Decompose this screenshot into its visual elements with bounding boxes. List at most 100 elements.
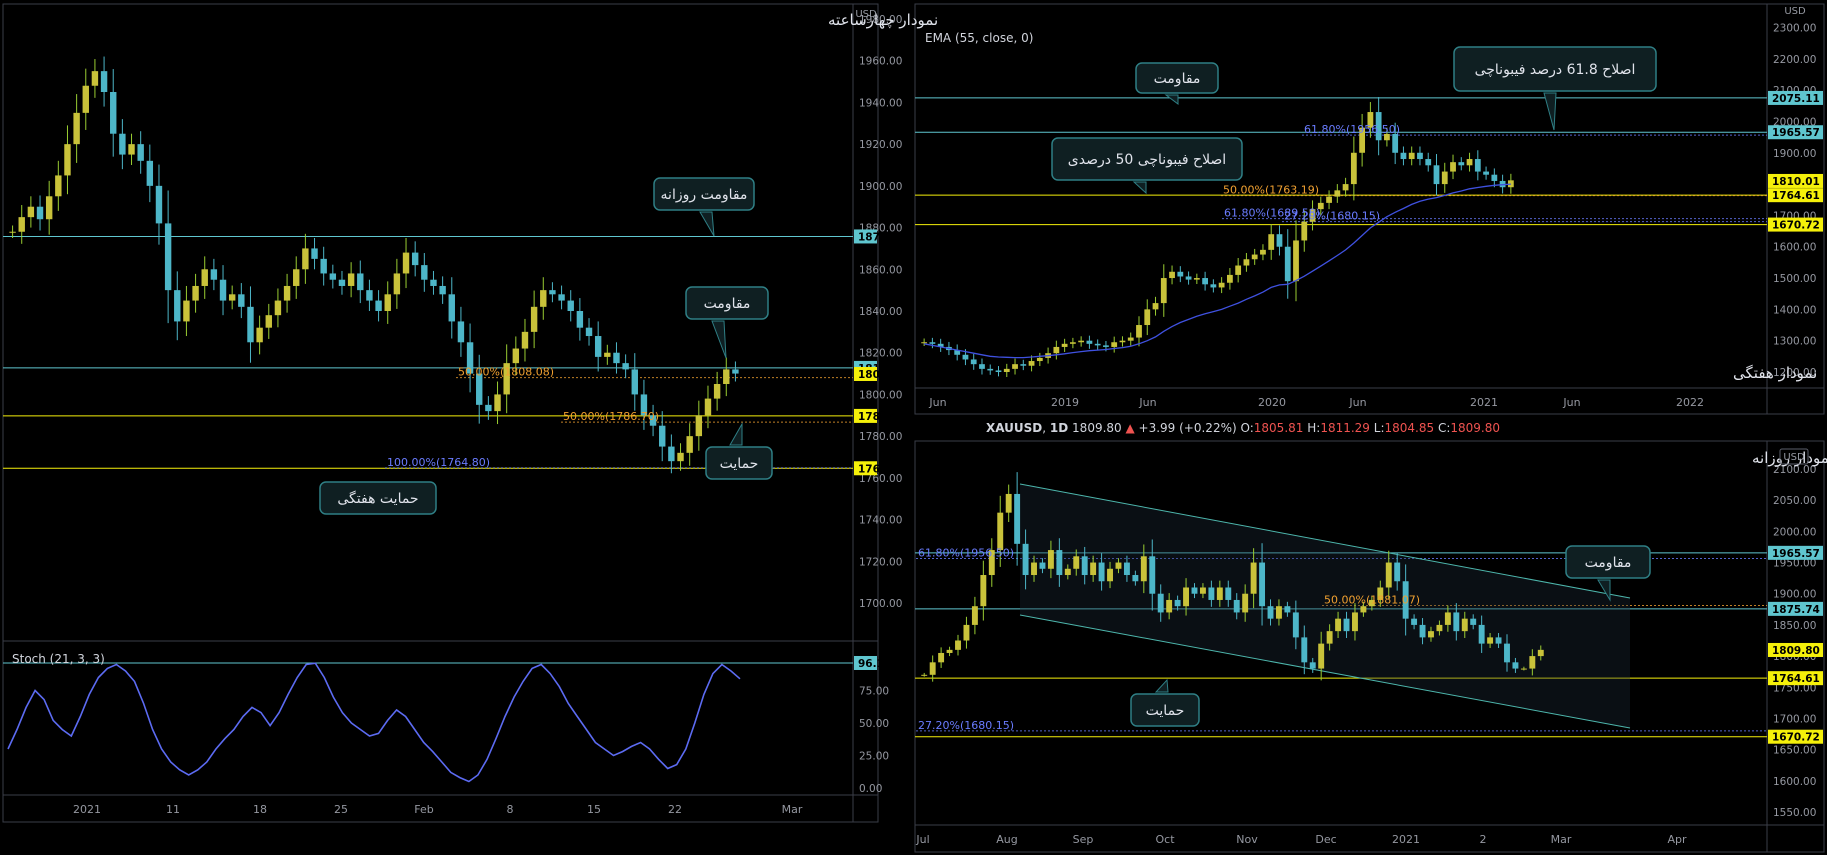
- h4-candle: [91, 59, 99, 98]
- h4-candle: [347, 262, 355, 298]
- daily-candle: [1123, 555, 1130, 582]
- daily-price-tag-text: 1670.72: [1772, 732, 1820, 744]
- h4-candle: [357, 260, 364, 304]
- stoch-y-tick-label: 50.00: [859, 718, 889, 730]
- daily-channel-lower: [1019, 614, 1631, 729]
- daily-candle: [1394, 553, 1401, 591]
- weekly-candle: [1251, 248, 1258, 265]
- daily-candle: [997, 495, 1004, 567]
- daily-y-tick-label: 1600.00: [1773, 776, 1816, 788]
- callout-text: حمایت: [1146, 703, 1185, 719]
- h4-candle: [576, 298, 584, 341]
- daily-candle: [1377, 580, 1384, 607]
- weekly-candle: [1177, 266, 1184, 283]
- daily-candle: [1047, 540, 1054, 579]
- h4-callout[interactable]: حمایت: [705, 422, 773, 480]
- callout-text: اصلاح فیبوناچی 50 درصدی: [1068, 152, 1226, 168]
- weekly-candle: [1375, 97, 1382, 156]
- weekly-candle: [1350, 136, 1357, 201]
- h4-callout[interactable]: مقاومت روزانه: [653, 177, 755, 237]
- stoch-indicator-title: Stoch (21, 3, 3): [12, 652, 105, 666]
- h4-candle: [366, 279, 373, 311]
- daily-callout[interactable]: مقاومت: [1565, 545, 1651, 602]
- stoch-price-tag-text: 96.16: [858, 658, 891, 670]
- h4-candle: [155, 164, 163, 245]
- h4-y-tick-label: 1920.00: [859, 139, 902, 151]
- weekly-candle: [1433, 154, 1440, 196]
- callout-text: مقاومت: [704, 296, 751, 312]
- h4-callout[interactable]: حمایت هفتگی: [319, 481, 437, 515]
- daily-candle: [1031, 555, 1037, 582]
- h4-x-tick-label: 15: [587, 803, 601, 816]
- h4-candle: [183, 285, 190, 337]
- weekly-candle: [1119, 336, 1126, 347]
- h4-candle: [128, 133, 135, 165]
- h4-candle: [82, 68, 89, 130]
- callout-box: [1135, 62, 1219, 94]
- h4-candle: [293, 256, 300, 299]
- weekly-candle: [1218, 277, 1225, 294]
- daily-callout[interactable]: حمایت: [1130, 678, 1200, 727]
- weekly-x-tick-label: Jun: [928, 396, 946, 409]
- h4-price-tag: [854, 229, 877, 244]
- h4-candle: [146, 144, 154, 203]
- daily-candle: [1318, 631, 1325, 681]
- h4-candle: [9, 225, 16, 238]
- h4-y-tick-label: 1740.00: [859, 515, 902, 527]
- h4-candle: [649, 404, 657, 437]
- weekly-ema-line: [923, 183, 1511, 359]
- daily-candle: [1537, 645, 1544, 661]
- weekly-callout[interactable]: مقاومت: [1135, 62, 1219, 105]
- daily-fib-label: 50.00%(1881.07): [1324, 594, 1420, 607]
- daily-price-tag-text: 1965.57: [1772, 548, 1820, 560]
- h4-candle: [18, 205, 25, 244]
- weekly-candle: [1127, 332, 1134, 346]
- daily-candle: [963, 616, 970, 649]
- daily-candle: [1284, 601, 1291, 617]
- h4-candle: [503, 344, 510, 414]
- h4-candle: [228, 285, 236, 310]
- weekly-x-tick-label: 2019: [1051, 396, 1079, 409]
- weekly-callout[interactable]: اصلاح 61.8 درصد فیبوناچی: [1453, 46, 1657, 131]
- symbol-change: +3.99 (+0.22%): [1139, 421, 1237, 435]
- h4-candle: [732, 361, 739, 382]
- callout-pointer: [1132, 181, 1147, 195]
- daily-candle: [955, 634, 961, 656]
- daily-price-tag: [1768, 601, 1823, 616]
- h4-candle: [439, 276, 446, 304]
- h4-candle: [375, 290, 382, 322]
- daily-price-tag-text: 1875.74: [1772, 604, 1820, 616]
- weekly-candle: [1185, 271, 1192, 285]
- daily-candle: [1301, 625, 1308, 675]
- h4-callout[interactable]: مقاومت: [685, 286, 769, 359]
- callout-pointer: [699, 211, 715, 237]
- daily-price-tag: [1768, 545, 1823, 560]
- weekly-price-tag: [1768, 173, 1823, 188]
- weekly-callout[interactable]: اصلاح فیبوناچی 50 درصدی: [1051, 137, 1243, 195]
- h4-price-tag: [854, 408, 877, 423]
- weekly-candle: [1342, 177, 1349, 197]
- h4-chart-title: نمودار چهارساعته: [828, 11, 938, 29]
- h4-candle: [210, 258, 218, 291]
- h4-candle: [384, 281, 391, 324]
- daily-candle: [1352, 603, 1358, 641]
- daily-candle: [1225, 580, 1232, 607]
- symbol-interval: 1D: [1050, 421, 1068, 435]
- weekly-candle: [937, 338, 944, 352]
- stoch-price-tag: [854, 655, 877, 670]
- h4-candle: [393, 258, 401, 309]
- weekly-candle: [1367, 102, 1374, 138]
- symbol-price: 1809.80: [1072, 421, 1122, 435]
- daily-candle: [1419, 618, 1426, 645]
- h4-candle: [73, 94, 80, 163]
- symbol-open: 1805.81: [1254, 421, 1304, 435]
- weekly-candle: [1334, 184, 1341, 203]
- callout-text: حمایت هفتگی: [337, 490, 418, 507]
- weekly-x-tick-label: Jun: [1562, 396, 1580, 409]
- daily-candle: [1428, 626, 1434, 642]
- weekly-candle: [1094, 339, 1101, 350]
- weekly-candle: [1227, 268, 1233, 290]
- h4-x-tick-label: 18: [253, 803, 267, 816]
- daily-candle: [1098, 553, 1105, 591]
